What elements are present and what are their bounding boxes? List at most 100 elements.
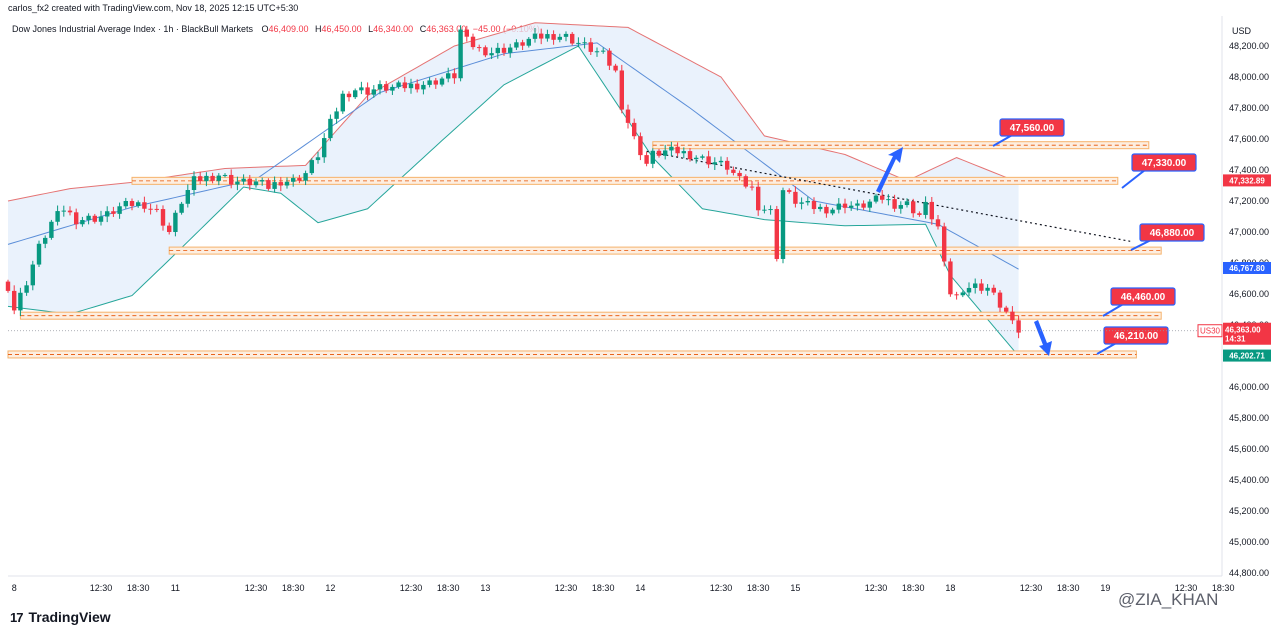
candle-body [935,219,941,227]
candle-body [960,292,965,296]
x-tick-label: 18:30 [1057,583,1080,593]
price-annotation-label: 46,210.00 [1114,331,1159,342]
candle-body [297,178,302,181]
chart-header: carlos_fx2 created with TradingView.com,… [8,3,299,13]
candle-body [67,210,73,213]
candle-body [973,283,978,288]
price-annotation-box [1110,287,1176,306]
candle-body [111,211,116,214]
candle-body [433,80,438,85]
candle-body [396,82,401,87]
x-tick-label: 12:30 [1020,583,1043,593]
candle-body [154,208,159,210]
candle-body [384,84,389,91]
candle-body [923,201,928,215]
annotation-pointer [1121,169,1146,189]
x-tick-label: 12:30 [90,583,113,593]
candle-body [266,180,271,189]
candle-body [421,84,426,90]
candle-body [415,83,420,90]
candle-body [842,203,848,208]
candle-body [948,261,953,295]
candle-body [545,34,550,39]
candle-body [390,86,395,91]
x-tick-label: 8 [12,583,17,593]
candle-body [452,73,457,79]
candle-body [371,89,376,95]
candle-body [278,182,283,186]
y-tick-label: 48,200.00 [1229,41,1269,51]
x-tick-label: 12:30 [710,583,733,593]
last-price-tag [1223,322,1271,345]
candle-body [12,290,17,311]
candle-body [489,53,494,56]
price-level-tag-label: 46,767.80 [1229,264,1265,273]
candle-body [576,42,581,44]
candle-body [768,209,773,211]
candle-body [272,182,277,189]
x-tick-label: 18:30 [592,583,615,593]
candle-body [353,90,358,98]
candle-body [625,109,631,123]
candle-body [700,156,705,158]
candle-body [954,294,959,296]
tradingview-logo-text: TradingView [28,609,111,625]
candle-body [594,51,600,53]
author-watermark: @ZIA_KHAN [1118,590,1219,609]
candle-body [458,29,463,79]
candle-body [563,33,569,37]
candle-body [836,203,841,210]
candle-body [334,111,339,119]
candle-body [439,78,445,85]
y-tick-label: 45,000.00 [1229,537,1269,547]
candle-body [588,42,593,52]
candle-body [129,201,135,206]
y-tick-label: 47,400.00 [1229,165,1269,175]
candle-body [997,292,1003,308]
y-tick-label: 47,200.00 [1229,196,1269,206]
candle-body [5,281,11,291]
candle-body [966,287,972,293]
x-tick-label: 18:30 [282,583,305,593]
candle-body [179,203,184,213]
candle-body [613,65,618,71]
candle-body [198,176,203,182]
price-level-tag [1223,261,1271,274]
candle-body [49,221,54,238]
price-level-tag [1223,349,1271,362]
tradingview-logo-icon: 17 [10,609,24,625]
candle-body [607,50,612,66]
candle-body [105,211,110,217]
y-tick-label: 45,400.00 [1229,475,1269,485]
candle-body [136,202,141,206]
candle-body [216,175,221,181]
y-tick-label: 47,000.00 [1229,227,1269,237]
candle-body [210,175,215,181]
candle-body [260,180,265,182]
bollinger-upper-band [7,22,1019,202]
candle-body [687,151,693,160]
x-tick-label: 18:30 [747,583,770,593]
candle-body [43,237,48,244]
x-tick-label: 15 [790,583,800,593]
candle-body [477,47,482,49]
candle-body [663,150,668,156]
y-tick-label: 45,200.00 [1229,506,1269,516]
close-key: C [419,24,427,34]
candle-body [365,87,370,95]
price-level-tag-label: 47,332.89 [1229,176,1265,185]
candle-body [737,172,742,177]
price-annotation-box [1139,223,1205,242]
y-tick-label: 46,600.00 [1229,289,1269,299]
x-tick-label: 18:30 [902,583,925,593]
candle-body [756,186,761,211]
open-value: 46,409.00 [268,24,309,34]
candle-body [824,206,829,214]
symbol-name[interactable]: Dow Jones Industrial Average Index · 1h … [12,24,253,34]
candle-body [886,199,891,201]
candle-body [818,206,823,210]
price-annotation-label: 47,330.00 [1142,158,1187,169]
candle-body [601,50,606,52]
x-tick-label: 18:30 [127,583,150,593]
